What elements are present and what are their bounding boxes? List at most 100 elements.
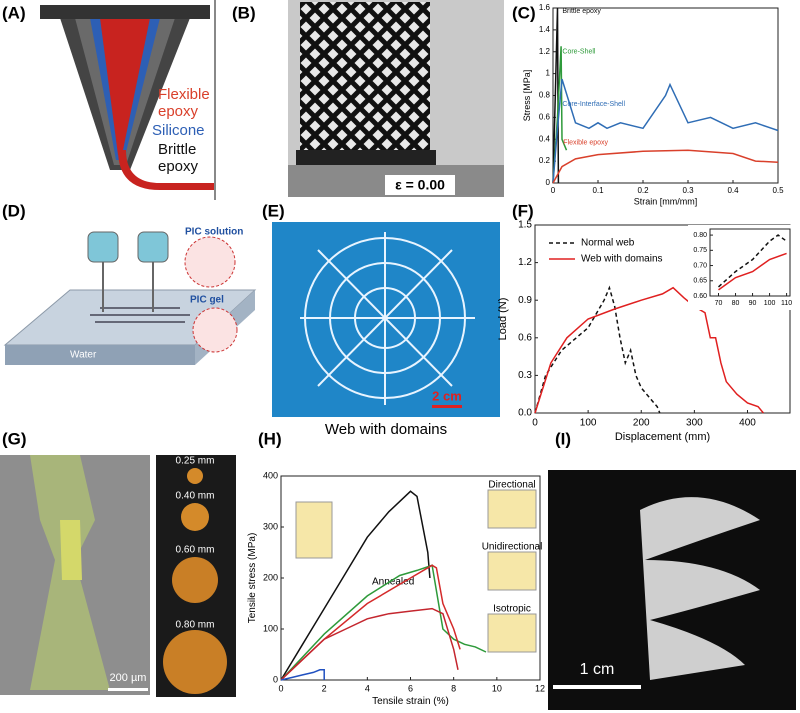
series-label: Brittle epoxy (562, 8, 601, 15)
legend-label: Normal web (581, 238, 635, 249)
inset-label: Directional (488, 480, 535, 491)
y-axis-label: Load (N) (497, 298, 509, 341)
x-axis-label: Strain [mm/mm] (634, 197, 698, 207)
x-tick-label: 0.1 (592, 186, 604, 195)
scale-bar-label: 2 cm (432, 388, 462, 403)
y-tick-label: 1.2 (539, 47, 551, 56)
x-tick-label: 400 (739, 418, 756, 429)
scale-bar-label: 200 µm (110, 672, 147, 684)
series-label: Core-Shell (562, 49, 596, 56)
strain-label: ε = 0.00 (395, 177, 445, 193)
y-tick-label: 0.70 (693, 262, 707, 269)
panel-label: (E) (262, 201, 285, 220)
y-tick-label: 1.5 (518, 220, 532, 231)
substrate-label: Water (70, 350, 97, 361)
x-tick-label: 6 (408, 683, 413, 693)
y-tick-label: 0.2 (539, 156, 551, 165)
x-tick-label: 4 (365, 683, 370, 693)
panel-label: (D) (2, 201, 26, 220)
printing-schematic (3, 231, 257, 365)
x-tick-label: 0.4 (727, 186, 739, 195)
y-tick-label: 1.2 (518, 257, 532, 268)
x-tick-label: 0 (278, 683, 283, 693)
y-axis-label: Stress [MPa] (522, 70, 532, 122)
series-line (280, 669, 325, 681)
series-line (718, 252, 787, 291)
layer-label: epoxy (158, 158, 199, 175)
plot-frame (534, 224, 791, 414)
x-tick-label: 90 (749, 300, 757, 307)
series-line (717, 234, 788, 288)
inset-label: Isotropic (493, 604, 531, 615)
x-axis-label: Displacement (mm) (615, 431, 710, 443)
x-tick-label: 0.5 (772, 186, 784, 195)
panel-label: (F) (512, 201, 534, 220)
y-tick-label: 0.4 (539, 134, 551, 143)
series-line (280, 564, 461, 681)
series-line (280, 490, 431, 681)
series-line (280, 607, 459, 681)
y-tick-label: 0.60 (693, 293, 707, 300)
x-tick-label: 200 (633, 418, 650, 429)
panel-label: (G) (2, 429, 27, 448)
y-tick-label: 0.8 (539, 91, 551, 100)
x-tick-label: 8 (451, 683, 456, 693)
helix-photo (548, 470, 796, 710)
x-tick-label: 70 (715, 300, 723, 307)
panel-label: (C) (512, 3, 536, 22)
web-photo (272, 222, 500, 417)
diameter-label: 0.25 mm (176, 456, 215, 467)
diameter-label: 0.80 mm (176, 620, 215, 631)
x-tick-label: 80 (732, 300, 740, 307)
x-tick-label: 0 (532, 418, 538, 429)
series-line (552, 149, 779, 184)
y-tick-label: 0.75 (693, 247, 707, 254)
inset-label: Unidirectional (482, 542, 543, 553)
y-tick-label: 0 (273, 674, 278, 684)
layer-label: Silicone (152, 122, 205, 139)
x-tick-label: 0.3 (682, 186, 694, 195)
series-line (552, 78, 779, 184)
y-tick-label: 0.3 (518, 370, 532, 381)
series-label: Flexible epoxy (563, 139, 608, 146)
panel-label: (A) (2, 3, 26, 22)
y-tick-label: 0.6 (539, 112, 551, 121)
layer-label: epoxy (158, 103, 199, 120)
annotation: Annealed (372, 577, 414, 588)
x-axis-label: Tensile strain (%) (372, 696, 449, 707)
callout: PIC solution (185, 227, 243, 238)
y-tick-label: 200 (263, 572, 278, 582)
inset-schematics (295, 489, 537, 653)
series-label: Core-Interface-Shell (562, 101, 625, 108)
x-tick-label: 12 (535, 683, 545, 693)
legend-label: Web with domains (581, 254, 663, 265)
x-tick-label: 100 (764, 300, 776, 307)
y-tick-label: 0.80 (693, 232, 707, 239)
layer-label: Flexible (158, 86, 210, 103)
caption: Web with domains (325, 421, 447, 438)
y-tick-label: 0 (546, 178, 551, 187)
diameter-label: 0.40 mm (176, 491, 215, 502)
y-tick-label: 0.0 (518, 408, 532, 419)
scale-bar-label: 1 cm (580, 661, 615, 678)
y-tick-label: 400 (263, 470, 278, 480)
series-line (534, 285, 661, 414)
x-tick-label: 110 (781, 300, 792, 307)
x-tick-label: 0.2 (637, 186, 649, 195)
fibre-photo (0, 455, 236, 697)
diameter-label: 0.60 mm (176, 545, 215, 556)
panel-label: (H) (258, 429, 282, 448)
y-tick-label: 1 (546, 69, 551, 78)
x-tick-label: 10 (492, 683, 502, 693)
plot-frame (709, 228, 791, 297)
y-tick-label: 1.6 (539, 3, 551, 12)
panel-label: (B) (232, 3, 256, 22)
y-tick-label: 0.9 (518, 295, 532, 306)
y-tick-label: 1.4 (539, 25, 551, 34)
nozzle-illustration (20, 0, 220, 200)
y-tick-label: 100 (263, 623, 278, 633)
x-tick-label: 300 (686, 418, 703, 429)
panel-label: (I) (555, 429, 571, 448)
